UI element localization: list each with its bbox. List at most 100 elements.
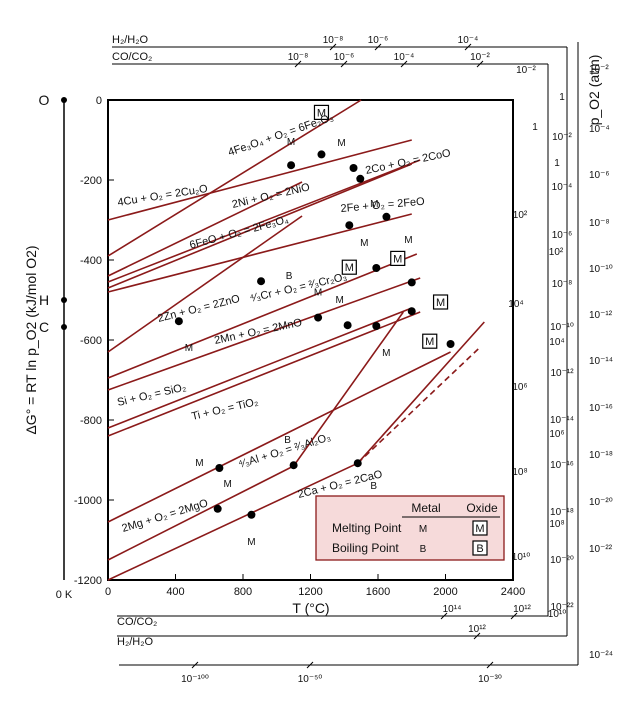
po2-scale-inner-label: 10⁻¹⁶ <box>550 460 574 471</box>
metal-marker-label: M <box>337 138 345 149</box>
y-tick-label: -1200 <box>74 575 102 587</box>
legend-oxide-symbol: M <box>475 523 484 535</box>
co-scale-top-label: 10⁻⁴ <box>394 52 415 63</box>
reaction-label: 2Fe + O₂ = 2FeO <box>340 196 426 215</box>
series-line <box>107 311 421 437</box>
metal-marker-label: M <box>195 458 203 469</box>
series-line <box>107 99 362 257</box>
po2-scale-right-label: 10⁻² <box>589 64 609 75</box>
oxide-marker-box <box>422 333 438 349</box>
metal-marker-label: B <box>370 481 377 492</box>
oxide-marker-label: M <box>393 253 402 265</box>
metal-marker-label: B <box>286 271 293 282</box>
scale-tick <box>400 60 408 68</box>
co-scale-diagonal-label: 10⁻² <box>516 65 536 76</box>
oxide-marker-box <box>313 104 330 121</box>
metal-marker-label: M <box>335 295 343 306</box>
metal-marker-label: M <box>224 479 232 490</box>
po2-scale-right-label: 10⁻¹² <box>589 310 613 321</box>
po2-scale-right-label: 10⁻¹⁰ <box>589 264 613 275</box>
transition-point <box>317 150 326 159</box>
po2-scale-inner-label: 10⁻¹⁸ <box>550 507 574 518</box>
metal-marker-label: M <box>287 137 295 148</box>
series-line <box>107 215 303 353</box>
gas-ratio-scales: H₂/H₂O 10⁻⁸ 10⁻⁶ 10⁻⁴ CO/CO₂ 10⁻⁸ 10⁻⁶ 10⁻⁴ 10⁻²… <box>112 34 613 685</box>
scale-tick <box>340 60 348 68</box>
y-tick-label: -400 <box>80 255 102 267</box>
transition-point <box>287 161 296 170</box>
series-line <box>107 213 412 293</box>
transition-point <box>247 510 256 519</box>
metal-marker-label: M <box>370 199 378 210</box>
co-scale-top-label: 10⁻² <box>470 52 490 63</box>
legend-header-oxide: Oxide <box>466 501 498 515</box>
left-scale-point <box>61 97 67 103</box>
transition-point <box>215 464 224 472</box>
transition-point <box>257 277 266 286</box>
transition-point <box>407 307 416 316</box>
co-scale-bottom-name: CO/CO₂ <box>117 616 157 628</box>
po2-scale-bottom-label: 10⁻¹⁰⁰ <box>181 674 209 685</box>
transition-point <box>343 321 352 330</box>
co-scale-diagonal-label: 10⁶ <box>512 382 527 393</box>
y-tick-label: -600 <box>80 335 102 347</box>
h2-scale-top-label: 10⁻⁸ <box>323 35 344 46</box>
metal-marker-label: M <box>314 288 322 299</box>
series-line <box>107 253 418 379</box>
x-tick-label: 400 <box>166 586 184 598</box>
transition-point <box>349 164 358 172</box>
left-scale-point-label: H <box>39 292 49 308</box>
transition-point <box>345 221 354 230</box>
scale-tick <box>486 661 494 669</box>
reaction-label: 6FeO + O₂ = 2Fe₃O₄ <box>188 214 290 252</box>
x-tick-label: 0 <box>105 586 111 598</box>
co-scale-diagonal-label: 10⁴ <box>508 299 523 310</box>
metal-marker-label: M <box>404 235 412 246</box>
po2-scale-inner-label: 10⁻¹⁴ <box>550 415 574 426</box>
left-scale-point <box>61 324 67 330</box>
scale-tick <box>191 661 199 669</box>
left-scale-point-label: O <box>39 92 50 108</box>
transition-point <box>446 340 455 348</box>
transition-point <box>174 317 183 326</box>
legend-metal-symbol: B <box>420 544 427 555</box>
series-line <box>107 181 303 277</box>
transition-point <box>353 459 362 468</box>
scale-tick <box>294 60 302 68</box>
co-scale-diagonal-label: 10² <box>513 210 528 221</box>
left-scale-zero-label: 0 K <box>56 589 73 601</box>
po2-scale-right-label: 10⁻²⁰ <box>589 497 613 508</box>
h2-scale-top-label: 10⁻⁴ <box>458 35 479 46</box>
oxide-marker-label: M <box>436 297 445 309</box>
left-scale-point <box>61 297 67 303</box>
left-scale-point-label: C <box>39 319 49 335</box>
legend-row-label: Melting Point <box>332 521 402 535</box>
legend-oxide-box <box>472 540 488 556</box>
po2-scale-inner-label: 10⁻² <box>552 132 572 143</box>
scale-tick <box>374 43 382 51</box>
scale-tick <box>440 612 448 620</box>
oxide-marker-box <box>341 259 357 275</box>
h2-scale-diagonal-label: 10⁴ <box>549 337 564 348</box>
series-line <box>357 321 485 464</box>
po2-scale-inner-label: 1 <box>559 92 565 103</box>
transition-point <box>407 278 416 287</box>
po2-scale-bottom-label: 10⁻⁵⁰ <box>298 674 323 685</box>
legend-row-label: Boiling Point <box>332 541 399 555</box>
co-scale-diagonal-label: 10¹⁰ <box>512 552 530 563</box>
scale-tick <box>464 43 472 51</box>
metal-marker-label: M <box>247 537 255 548</box>
legend-oxide-symbol: B <box>476 543 483 555</box>
h2-scale-name: H₂/H₂O <box>112 34 148 46</box>
x-tick-label: 2000 <box>433 586 457 598</box>
legend-header-metal: Metal <box>411 501 440 515</box>
series-line <box>107 351 451 523</box>
scale-tick <box>473 632 481 640</box>
oxide-marker-label: M <box>345 262 354 274</box>
h2-scale-diagonal-label: 10¹⁰ <box>548 609 566 620</box>
po2-scale-inner-label: 10⁻²⁰ <box>550 555 574 566</box>
po2-scale-right-label: 10⁻¹⁴ <box>589 356 613 367</box>
po2-scale-right-label: 10⁻⁶ <box>589 170 610 181</box>
x-tick-label: 1200 <box>298 586 322 598</box>
